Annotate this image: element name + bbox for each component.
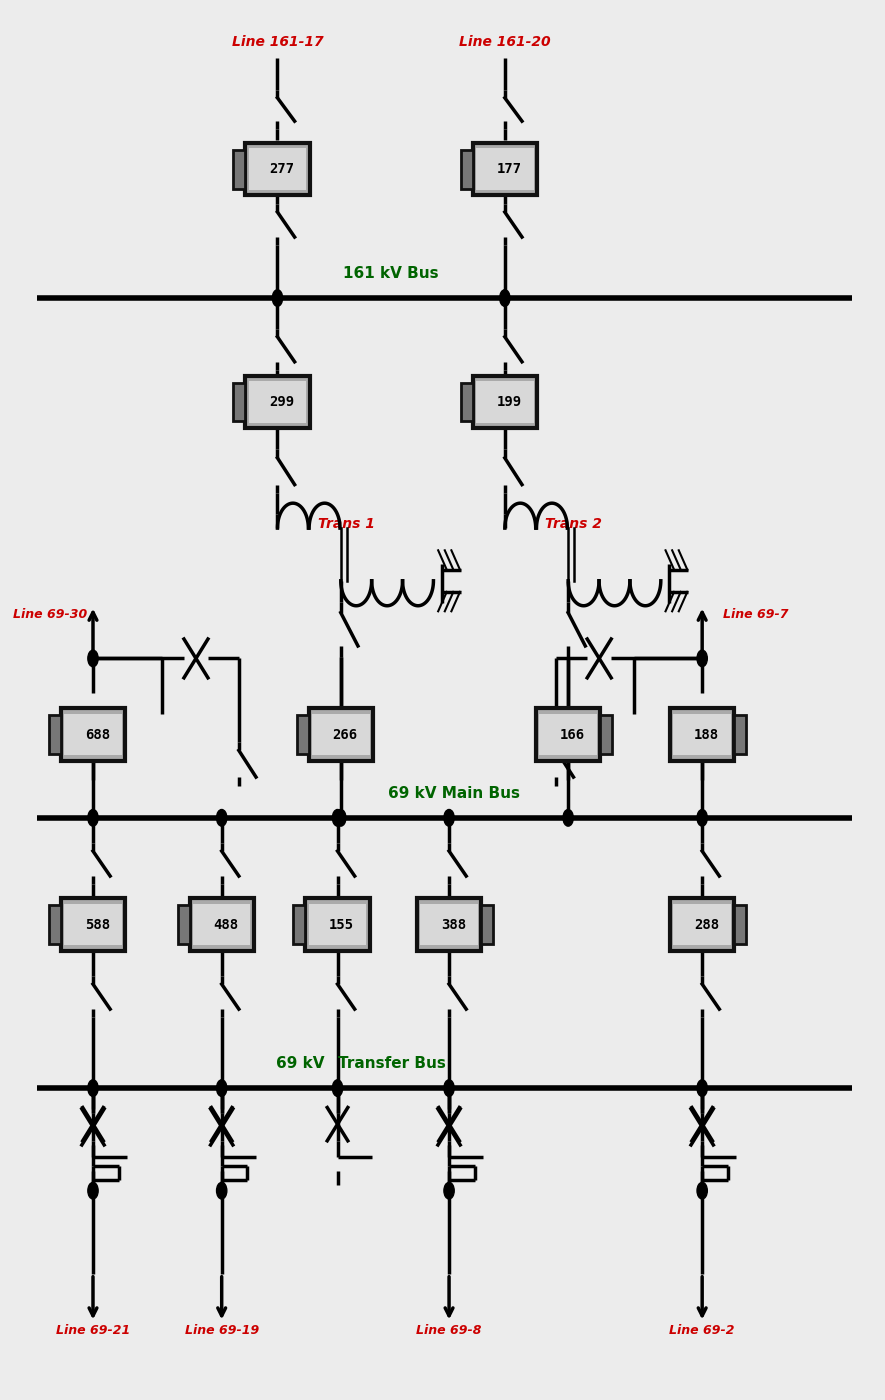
Bar — [49, 715, 61, 755]
Bar — [735, 715, 746, 755]
Bar — [735, 906, 746, 944]
Text: 188: 188 — [694, 728, 719, 742]
Bar — [539, 714, 596, 756]
Bar — [49, 906, 61, 944]
Text: Line 161-20: Line 161-20 — [459, 35, 550, 49]
Circle shape — [333, 1079, 342, 1096]
Circle shape — [500, 290, 510, 307]
Text: 588: 588 — [85, 917, 110, 931]
Bar — [476, 148, 534, 190]
Circle shape — [697, 809, 707, 826]
Text: 277: 277 — [269, 162, 295, 176]
Circle shape — [697, 650, 707, 666]
Text: Line 69-7: Line 69-7 — [723, 608, 789, 620]
Text: Line 69-8: Line 69-8 — [416, 1324, 481, 1337]
Text: Line 69-19: Line 69-19 — [185, 1324, 258, 1337]
Bar — [178, 906, 189, 944]
Text: 166: 166 — [560, 728, 585, 742]
Text: Transfer Bus: Transfer Bus — [337, 1057, 445, 1071]
Text: 199: 199 — [496, 395, 521, 409]
Bar — [61, 899, 125, 951]
Bar — [296, 715, 309, 755]
Bar — [65, 714, 122, 756]
Bar — [61, 708, 125, 762]
Bar — [293, 906, 305, 944]
Circle shape — [444, 1079, 454, 1096]
Circle shape — [444, 809, 454, 826]
Circle shape — [563, 809, 573, 826]
Bar — [249, 381, 306, 423]
Text: Trans 1: Trans 1 — [318, 517, 374, 531]
Text: 688: 688 — [85, 728, 110, 742]
Bar — [305, 899, 370, 951]
Bar — [670, 899, 735, 951]
Text: Line 69-2: Line 69-2 — [669, 1324, 735, 1337]
Text: Line 69-30: Line 69-30 — [13, 608, 88, 620]
Text: 69 kV Main Bus: 69 kV Main Bus — [389, 787, 520, 801]
Circle shape — [217, 1079, 227, 1096]
Bar — [536, 708, 600, 762]
Circle shape — [697, 1183, 707, 1198]
Text: Trans 2: Trans 2 — [545, 517, 602, 531]
Bar — [245, 375, 310, 428]
Text: 161 kV Bus: 161 kV Bus — [343, 266, 439, 281]
Circle shape — [335, 809, 346, 826]
Bar — [309, 708, 373, 762]
Bar — [673, 904, 731, 945]
Bar — [189, 899, 254, 951]
Circle shape — [217, 809, 227, 826]
Bar — [65, 904, 122, 945]
Bar — [473, 375, 537, 428]
Circle shape — [88, 809, 98, 826]
Text: 177: 177 — [496, 162, 521, 176]
Bar — [473, 143, 537, 196]
Bar — [312, 714, 370, 756]
Bar — [193, 904, 250, 945]
Circle shape — [697, 1079, 707, 1096]
Circle shape — [217, 1183, 227, 1198]
Circle shape — [88, 650, 98, 666]
Text: 288: 288 — [694, 917, 719, 931]
Bar — [245, 143, 310, 196]
Bar — [420, 904, 478, 945]
Bar — [461, 150, 473, 189]
Bar — [417, 899, 481, 951]
Text: Line 161-17: Line 161-17 — [232, 35, 323, 49]
Text: 488: 488 — [213, 917, 239, 931]
Bar — [476, 381, 534, 423]
Text: 388: 388 — [441, 917, 466, 931]
Bar — [600, 715, 612, 755]
Bar — [234, 382, 245, 421]
Circle shape — [333, 809, 342, 826]
Text: Line 69-21: Line 69-21 — [56, 1324, 130, 1337]
Circle shape — [88, 1183, 98, 1198]
Text: 299: 299 — [269, 395, 295, 409]
Text: 69 kV: 69 kV — [276, 1057, 325, 1071]
Text: 155: 155 — [329, 917, 354, 931]
Bar — [670, 708, 735, 762]
Circle shape — [273, 290, 282, 307]
Text: 266: 266 — [333, 728, 358, 742]
Bar — [673, 714, 731, 756]
Bar — [309, 904, 366, 945]
Circle shape — [88, 1079, 98, 1096]
Bar — [481, 906, 493, 944]
Bar — [461, 382, 473, 421]
Bar — [234, 150, 245, 189]
Circle shape — [444, 1183, 454, 1198]
Bar — [249, 148, 306, 190]
